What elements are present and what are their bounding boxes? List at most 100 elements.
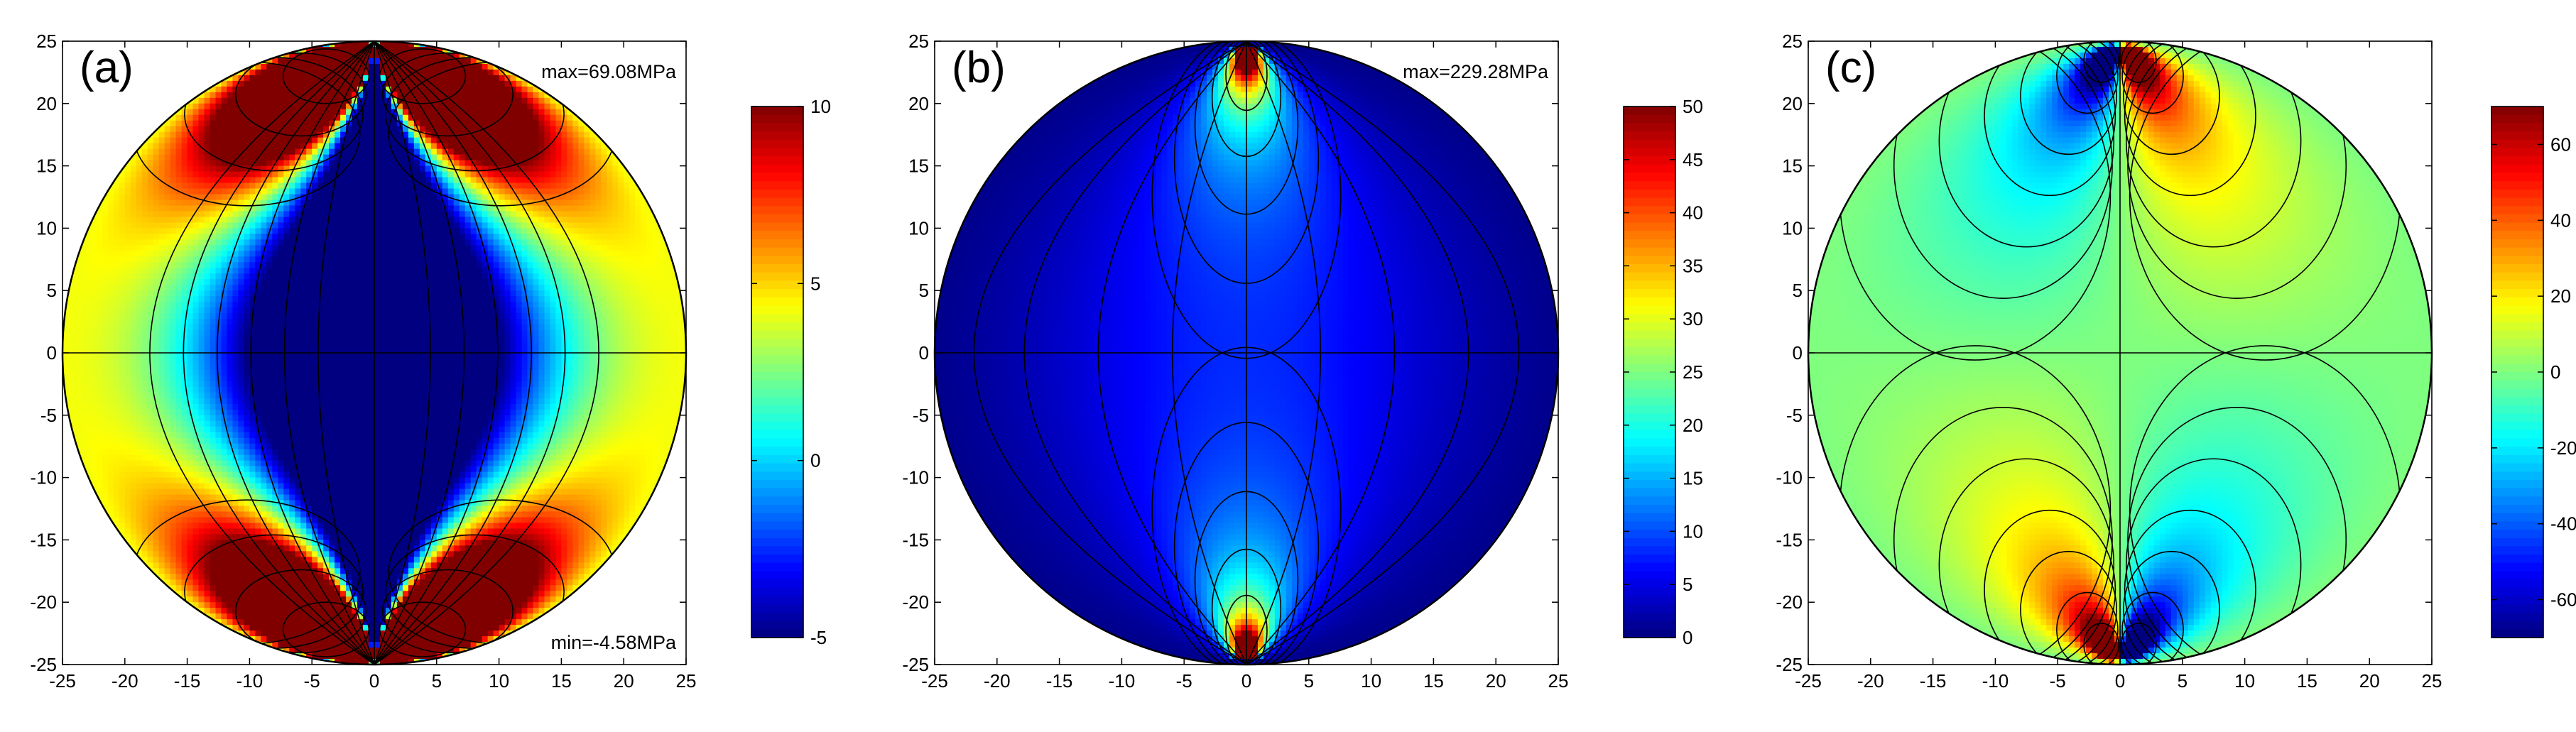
heatmap-cell	[261, 420, 267, 427]
heatmap-cell	[67, 319, 75, 325]
heatmap-cell	[346, 506, 352, 513]
heatmap-cell	[107, 188, 114, 195]
heatmap-cell	[249, 222, 256, 229]
heatmap-cell	[369, 324, 375, 331]
heatmap-cell	[295, 466, 301, 473]
heatmap-cell	[96, 488, 103, 496]
heatmap-cell	[170, 409, 177, 416]
heatmap-cell	[266, 234, 273, 240]
heatmap-cell	[73, 398, 80, 405]
heatmap-cell	[272, 205, 278, 212]
heatmap-cell	[317, 143, 324, 150]
heatmap-cell	[317, 330, 324, 337]
heatmap-cell	[357, 523, 364, 530]
heatmap-cell	[295, 511, 301, 518]
heatmap-cell	[374, 211, 381, 218]
heatmap-cell	[221, 126, 228, 133]
heatmap-cell	[164, 307, 171, 314]
heatmap-cell	[130, 262, 137, 268]
heatmap-cell	[198, 92, 205, 99]
heatmap-cell	[124, 347, 131, 354]
heatmap-cell	[198, 568, 205, 574]
heatmap-cell	[136, 217, 143, 224]
heatmap-cell	[192, 97, 200, 104]
heatmap-cell	[107, 279, 114, 285]
heatmap-cell	[363, 217, 369, 224]
heatmap-cell	[124, 409, 131, 416]
heatmap-cell	[323, 52, 330, 59]
heatmap-cell	[317, 188, 324, 195]
heatmap-cell	[295, 114, 301, 121]
heatmap-cell	[312, 398, 318, 405]
heatmap-cell	[283, 585, 290, 591]
heatmap-cell	[198, 336, 205, 342]
heatmap-cell	[306, 528, 313, 535]
heatmap-cell	[192, 386, 200, 393]
heatmap-cell	[283, 471, 290, 479]
heatmap-cell	[153, 562, 160, 569]
heatmap-cell	[329, 443, 335, 450]
heatmap-cell	[187, 262, 194, 268]
heatmap-cell	[141, 494, 148, 501]
heatmap-cell	[335, 466, 341, 473]
heatmap-cell	[346, 449, 352, 456]
heatmap-cell	[352, 307, 358, 314]
heatmap-cell	[266, 528, 273, 535]
heatmap-cell	[335, 302, 341, 308]
heatmap-cell	[136, 211, 143, 218]
heatmap-cell	[306, 596, 313, 603]
heatmap-cell	[170, 454, 177, 461]
heatmap-cell	[306, 398, 313, 405]
heatmap-cell	[346, 608, 352, 614]
heatmap-cell	[255, 92, 261, 99]
heatmap-cell	[312, 403, 318, 410]
heatmap-cell	[164, 443, 171, 450]
heatmap-cell	[244, 545, 250, 552]
heatmap-cell	[204, 523, 211, 530]
heatmap-cell	[141, 534, 148, 540]
heatmap-cell	[204, 273, 211, 280]
heatmap-cell	[323, 245, 330, 251]
heatmap-cell	[170, 262, 177, 268]
heatmap-cell	[255, 228, 261, 234]
heatmap-cell	[300, 364, 307, 371]
heatmap-cell	[198, 386, 205, 393]
heatmap-cell	[340, 353, 347, 359]
heatmap-cell	[153, 148, 160, 155]
heatmap-cell	[255, 109, 261, 116]
heatmap-cell	[255, 330, 261, 337]
heatmap-cell	[175, 392, 183, 399]
heatmap-cell	[295, 313, 301, 319]
heatmap-cell	[198, 319, 205, 325]
heatmap-cell	[210, 285, 217, 291]
heatmap-cell	[204, 194, 211, 201]
heatmap-cell	[272, 432, 278, 439]
heatmap-cell	[340, 290, 347, 297]
heatmap-cell	[312, 625, 318, 631]
heatmap-cell	[352, 92, 358, 99]
heatmap-cell	[335, 636, 341, 643]
heatmap-cell	[73, 313, 80, 319]
heatmap-cell	[352, 420, 358, 427]
heatmap-cell	[255, 103, 261, 110]
heatmap-cell	[158, 477, 165, 484]
heatmap-cell	[90, 251, 97, 257]
heatmap-cell	[96, 290, 103, 297]
heatmap-cell	[249, 574, 256, 580]
heatmap-cell	[335, 437, 341, 444]
heatmap-cell	[369, 386, 375, 393]
heatmap-cell	[164, 279, 171, 285]
heatmap-cell	[306, 137, 313, 144]
heatmap-cell	[329, 353, 335, 359]
heatmap-cell	[204, 200, 211, 207]
heatmap-cell	[102, 466, 109, 473]
heatmap-cell	[340, 420, 347, 427]
heatmap-cell	[306, 165, 313, 173]
heatmap-cell	[210, 279, 217, 285]
heatmap-cell	[107, 222, 114, 229]
heatmap-cell	[170, 511, 177, 518]
heatmap-cell	[329, 562, 335, 569]
heatmap-cell	[352, 432, 358, 439]
heatmap-cell	[335, 557, 341, 563]
heatmap-cell	[175, 319, 183, 325]
